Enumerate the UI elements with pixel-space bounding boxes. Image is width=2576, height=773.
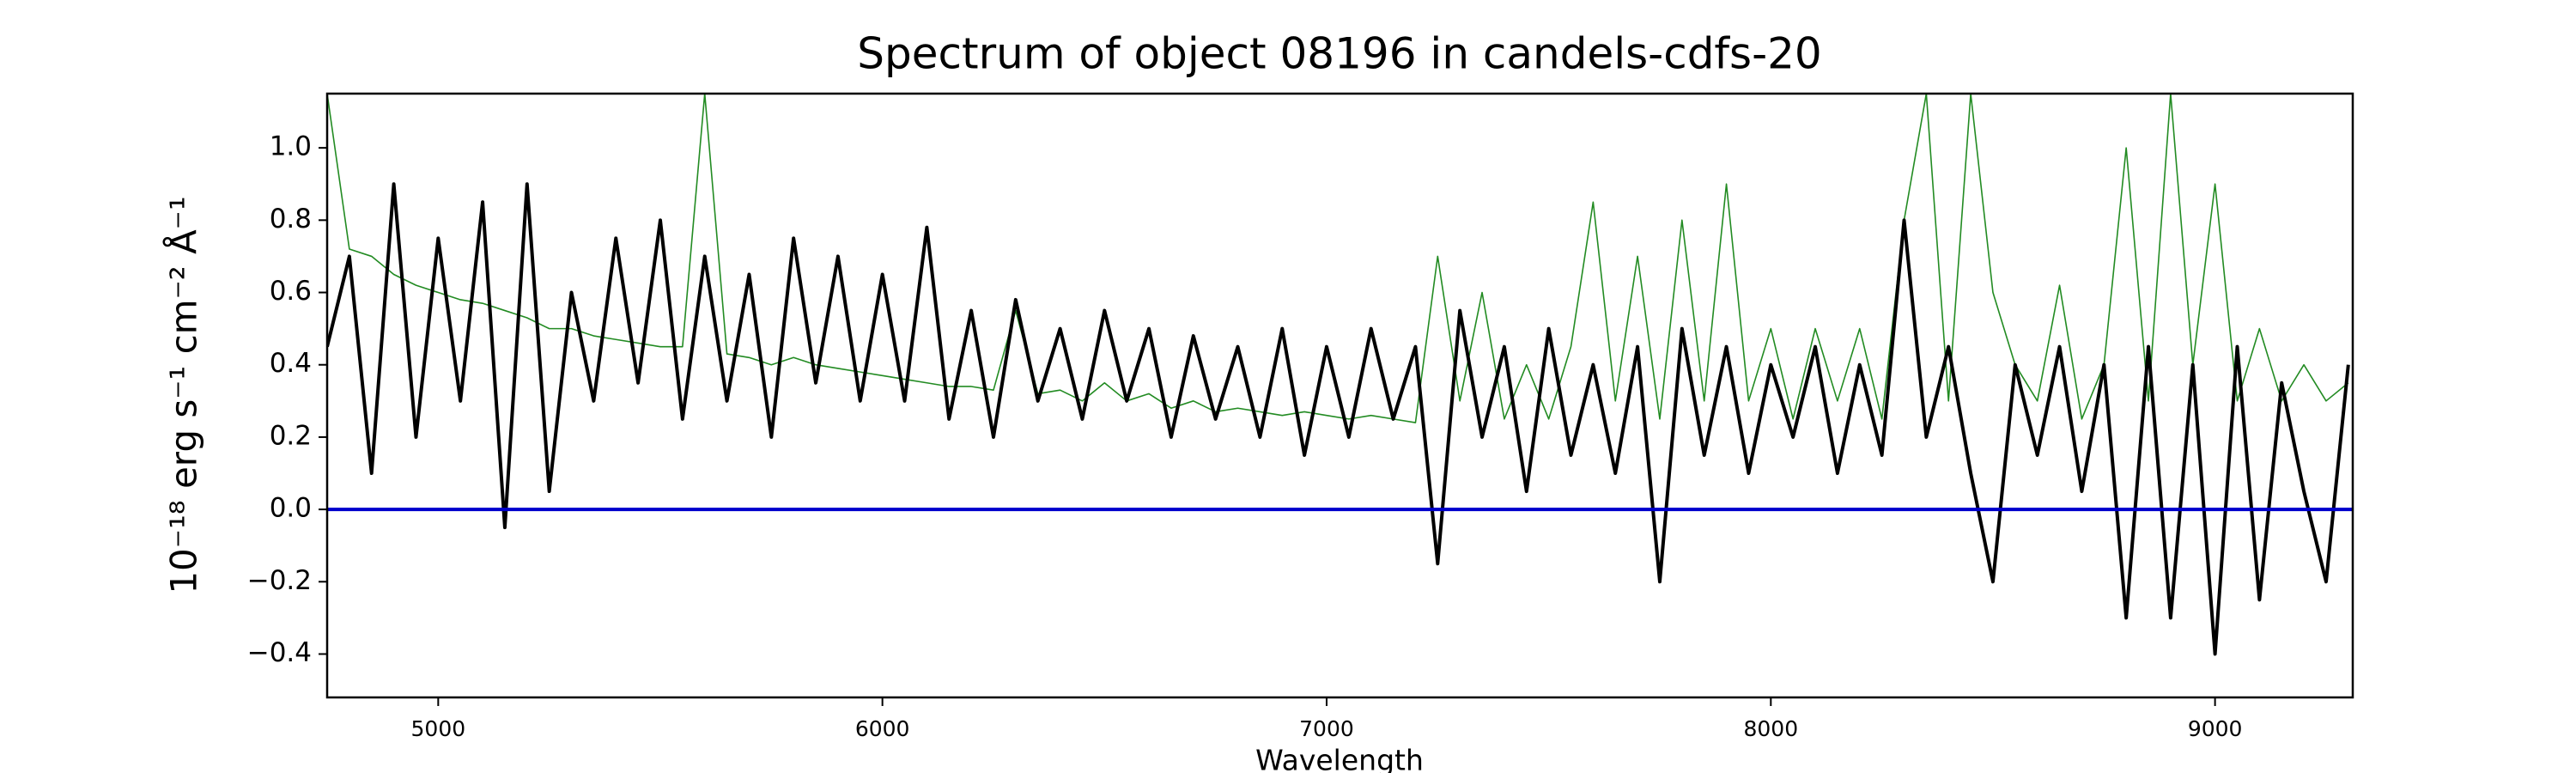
x-tick-label: 5000 (411, 716, 466, 741)
y-tick-label: 0.2 (270, 420, 312, 451)
plot-area (327, 94, 2353, 656)
x-tick-label: 7000 (1299, 716, 1354, 741)
y-tick-label: 0.4 (270, 348, 312, 379)
y-tick-label: −0.2 (247, 565, 312, 596)
y-tick-label: 0.0 (270, 493, 312, 524)
spectrum-line (327, 94, 2349, 423)
x-axis-label: Wavelength (1255, 744, 1424, 773)
chart-title: Spectrum of object 08196 in candels-cdfs… (857, 29, 1822, 79)
y-axis-label: 10⁻¹⁸ erg s⁻¹ cm⁻² Å⁻¹ (162, 196, 205, 593)
y-tick-label: −0.4 (247, 637, 312, 668)
plot-frame (325, 92, 2354, 699)
x-tick-label: 6000 (855, 716, 910, 741)
y-tick-label: 1.0 (270, 131, 312, 162)
y-tick-label: 0.6 (270, 276, 312, 307)
x-tick-label: 8000 (1743, 716, 1798, 741)
y-tick-label: 0.8 (270, 204, 312, 234)
spectrum-line (327, 182, 2350, 656)
x-tick-label: 9000 (2188, 716, 2243, 741)
